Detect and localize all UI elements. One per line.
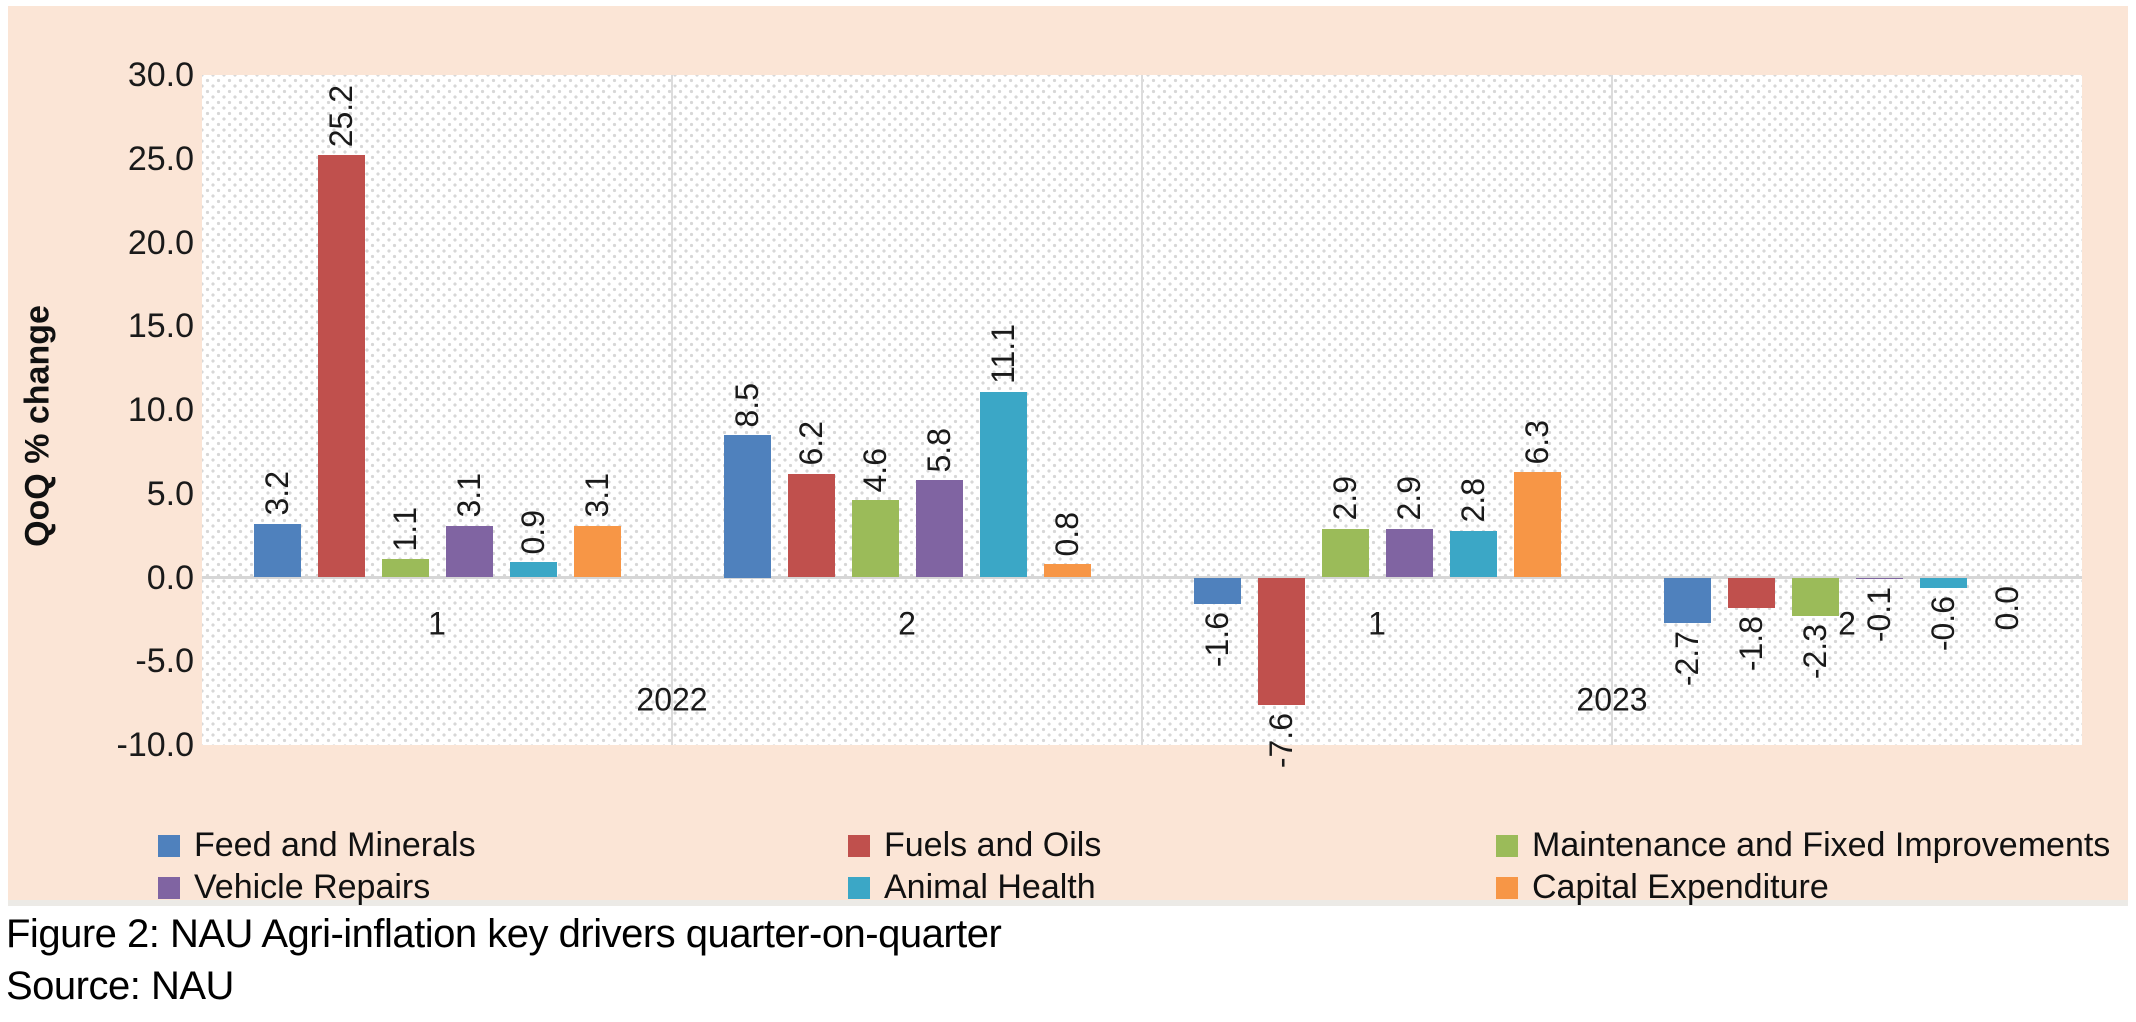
bar [253, 523, 301, 578]
bar [1727, 577, 1775, 608]
y-axis-tick-label: 15.0 [127, 307, 194, 346]
bar [1855, 577, 1903, 580]
bar-data-label: 5.8 [921, 427, 957, 473]
bar-data-label: -0.1 [1861, 587, 1897, 643]
bar-data-label: 25.2 [323, 85, 359, 148]
bar-data-label: 1.1 [387, 506, 423, 552]
bar [1193, 577, 1241, 605]
plot-area: 3.2 25.2 1.1 3.1 0.9 3.1 1 8.5 6.2 4.6 5.8 11.1 0.8 2… [202, 75, 2082, 768]
y-axis-tick-label: -5.0 [135, 642, 194, 681]
quarter-separator-line [1611, 75, 1613, 745]
bar-data-label: 6.2 [793, 421, 829, 466]
legend-entry: Capital Expenditure [1496, 868, 1829, 907]
legend-swatch-icon [158, 876, 180, 899]
bar-data-label: 6.3 [1519, 419, 1555, 464]
bar [1791, 577, 1839, 617]
legend-entry: Maintenance and Fixed Improvements [1496, 826, 2110, 865]
bar-data-label: 0.9 [515, 509, 551, 555]
bar [1449, 530, 1497, 578]
bar-data-label: -1.6 [1199, 612, 1235, 668]
bar [1513, 471, 1561, 578]
bar [317, 155, 365, 578]
bar [915, 480, 963, 578]
bar-data-label: -0.6 [1925, 595, 1961, 651]
bar-data-label: 3.2 [259, 471, 295, 516]
bar [445, 525, 493, 578]
legend-label: Vehicle Repairs [194, 868, 431, 906]
y-axis-tick-label: 30.0 [127, 56, 194, 94]
legend-label: Capital Expenditure [1532, 868, 1829, 906]
bar [1257, 577, 1305, 705]
bar [979, 391, 1027, 578]
bar-data-label: 2.9 [1391, 476, 1427, 521]
quarter-separator-line [671, 75, 673, 745]
legend-entry: Animal Health [848, 868, 1096, 907]
legend-entry: Feed and Minerals [158, 826, 476, 865]
figure-caption: Figure 2: NAU Agri-inflation key drivers… [6, 912, 1002, 956]
x-axis-year-label: 2022 [636, 681, 708, 717]
bar-data-label: 0.0 [1989, 585, 2025, 630]
x-axis-quarter-label: 2 [898, 605, 916, 641]
bar [1663, 577, 1711, 623]
y-axis-tick-label: 25.0 [127, 139, 194, 178]
x-axis-quarter-label: 1 [1368, 605, 1386, 641]
legend-label: Maintenance and Fixed Improvements [1532, 826, 2111, 864]
x-axis-quarter-label: 2 [1838, 605, 1856, 641]
bar-data-label: 8.5 [729, 382, 765, 428]
bar-data-label: 0.8 [1049, 511, 1085, 557]
bar-data-label: -2.3 [1797, 624, 1833, 680]
bar [787, 473, 835, 578]
legend-entry: Fuels and Oils [848, 826, 1101, 865]
legend-entry: Vehicle Repairs [158, 868, 430, 907]
x-axis-quarter-label: 1 [428, 605, 446, 641]
legend-label: Animal Health [884, 868, 1096, 906]
figure-source: Source: NAU [6, 964, 234, 1008]
y-axis-tick-label: 20.0 [127, 223, 194, 262]
bar [509, 562, 557, 578]
bar-data-label: 4.6 [857, 447, 893, 493]
bar-data-label: 2.8 [1455, 478, 1491, 523]
bar-data-label: 2.9 [1327, 476, 1363, 521]
bar-data-label: 3.1 [579, 473, 615, 518]
bar-data-label: -2.7 [1669, 630, 1705, 686]
x-axis-year-label: 2023 [1576, 681, 1648, 717]
bar [573, 525, 621, 578]
bar [723, 435, 771, 578]
y-axis-tick-label: 10.0 [127, 391, 194, 429]
legend-swatch-icon [1496, 876, 1518, 899]
legend-label: Fuels and Oils [884, 826, 1102, 864]
bar-data-label: 11.1 [985, 323, 1021, 384]
legend-swatch-icon [1496, 834, 1518, 857]
bar [1919, 577, 1967, 588]
bar-data-label: 3.1 [451, 473, 487, 518]
y-axis-tick-label: -10.0 [116, 726, 195, 764]
chart-card: QoQ % change 30.0 25.0 20.0 15.0 10.0 5.0 0.0-… [8, 6, 2128, 906]
quarter-separator-line [1141, 75, 1143, 745]
bar-data-label: -7.6 [1263, 712, 1299, 768]
y-axis-tick-label: 5.0 [146, 474, 194, 513]
bar [1043, 564, 1091, 578]
legend-swatch-icon [848, 876, 870, 899]
legend-swatch-icon [158, 834, 180, 857]
bar-data-label: -1.8 [1733, 615, 1769, 671]
legend-swatch-icon [848, 834, 870, 857]
bar [381, 559, 429, 578]
legend-label: Feed and Minerals [194, 826, 476, 864]
bar [1385, 528, 1433, 578]
bar [851, 500, 899, 578]
bar [1321, 528, 1369, 578]
y-axis-tick-label: 0.0 [146, 558, 194, 597]
